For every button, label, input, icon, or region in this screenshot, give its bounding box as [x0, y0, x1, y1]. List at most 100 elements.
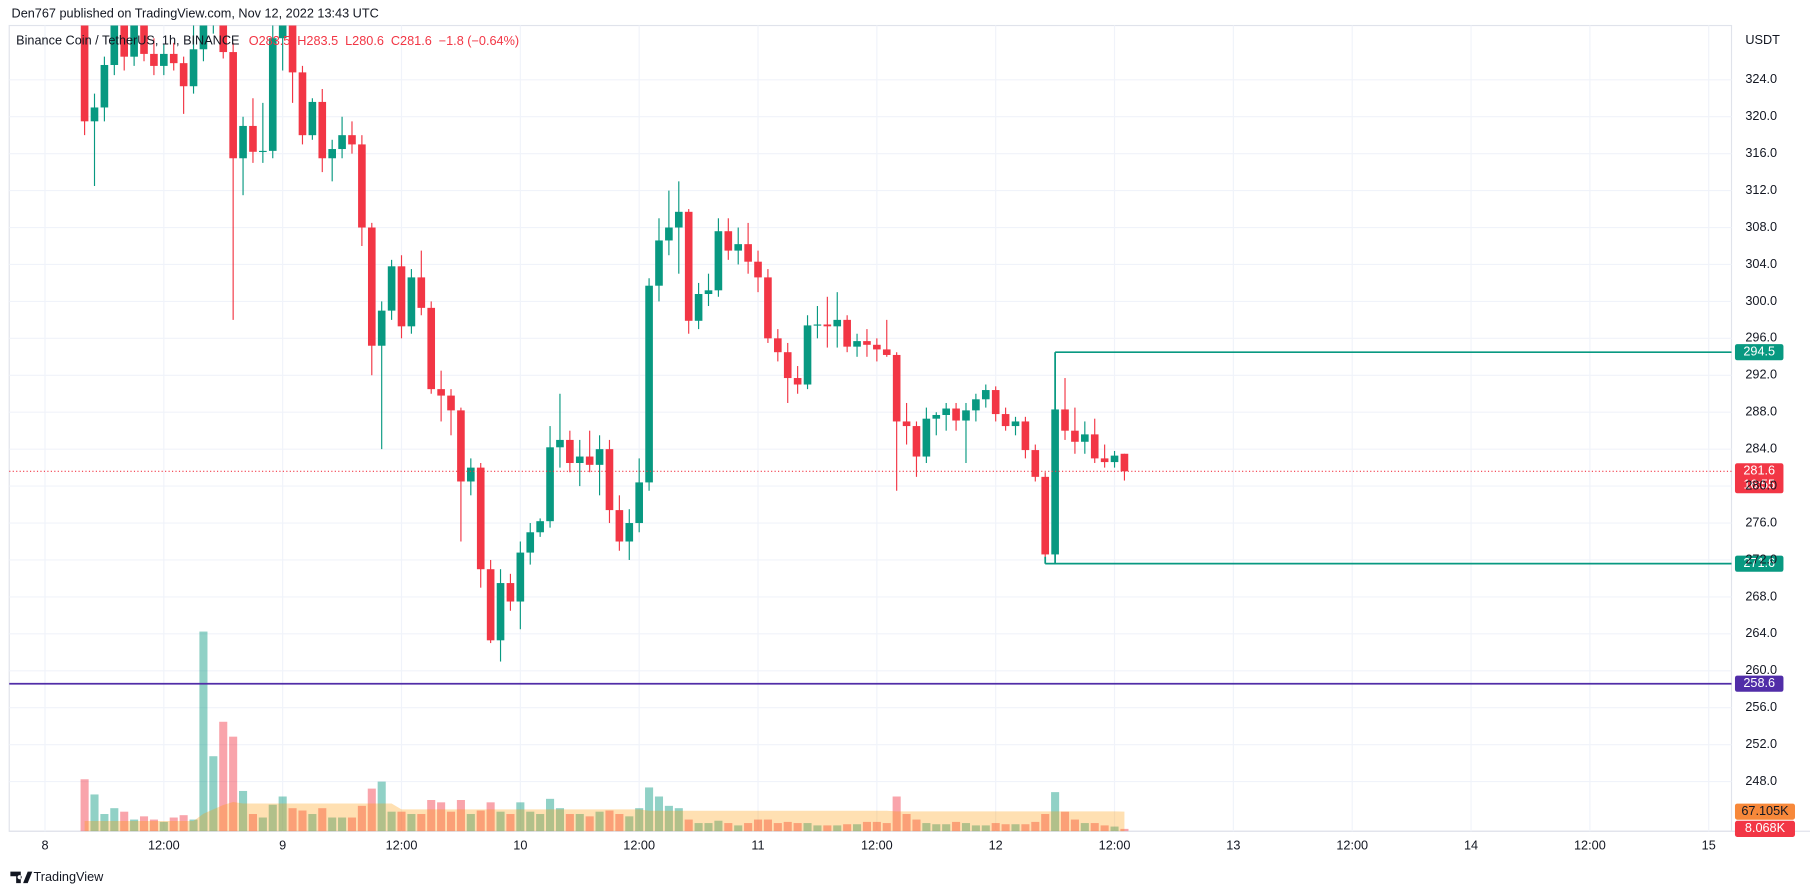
volume-bar: [308, 814, 317, 832]
x-tick-label: 13: [1226, 839, 1240, 853]
candle-body: [892, 354, 901, 422]
volume-bar: [278, 796, 287, 832]
candle-body: [942, 408, 950, 415]
x-tick-label: 15: [1702, 839, 1716, 853]
candle-body: [902, 421, 911, 427]
candle-body: [694, 294, 703, 321]
logo-icon: [10, 871, 33, 884]
candle-body: [655, 240, 663, 286]
candle-body: [318, 101, 327, 159]
y-tick-label: 292.0: [1745, 368, 1777, 382]
legend-value: −1.8 (−0.64%): [439, 34, 519, 48]
volume-bar: [209, 756, 218, 832]
volume-bar: [1060, 811, 1070, 832]
volume-bar: [833, 825, 842, 832]
volume-bar: [328, 817, 337, 832]
legend-value: L280.6: [345, 34, 384, 48]
legend-value: C281.6: [391, 34, 432, 48]
volume-bar: [704, 823, 713, 832]
candle-body: [506, 583, 515, 602]
volume-bar: [219, 721, 228, 832]
candle-body: [981, 390, 990, 400]
candle-body: [110, 25, 119, 65]
volume-bar: [536, 814, 545, 832]
candle-body: [120, 25, 129, 57]
candle-body: [1041, 476, 1050, 555]
candle-body: [476, 467, 485, 570]
candle-body: [80, 25, 89, 122]
x-tick-label: 12:00: [1336, 839, 1368, 853]
candle-body: [853, 341, 861, 347]
volume-pane: [80, 631, 1129, 832]
x-tick-label: 14: [1464, 839, 1478, 853]
volume-bar: [347, 817, 357, 832]
volume-ma-area: [84, 802, 1125, 832]
volume-bar: [110, 808, 119, 832]
volume-bar: [872, 821, 881, 832]
volume-bar: [952, 821, 961, 832]
candle-body: [991, 390, 1000, 415]
currency: USDT: [1745, 33, 1780, 47]
volume-bar: [516, 802, 525, 832]
candle-body: [843, 319, 851, 347]
volume-bar: [664, 805, 673, 832]
candle-body: [585, 456, 594, 465]
candle-body: [1120, 453, 1129, 472]
volume-bar: [318, 808, 327, 832]
volume-bar: [139, 816, 149, 832]
candle-body: [833, 319, 842, 327]
level-label-box: [1734, 675, 1784, 692]
volume-bar: [793, 823, 802, 832]
volume-bar: [753, 819, 763, 832]
volume-bar: [288, 808, 297, 832]
x-tick-label: 12:00: [1574, 839, 1606, 853]
volume-bar: [466, 814, 475, 832]
volume-bar: [684, 819, 693, 832]
header: Den767 published on TradingView.com, Nov…: [12, 6, 379, 20]
volume-bar: [565, 814, 574, 832]
volume-bar: [1021, 824, 1030, 832]
volume-bar: [763, 819, 772, 832]
candle-body: [516, 552, 525, 602]
y-tick-label: 312.0: [1745, 183, 1777, 197]
candle-body: [407, 277, 416, 327]
candle-body: [90, 107, 99, 122]
volume-bar: [179, 815, 188, 832]
volume-bar: [734, 825, 743, 832]
volume-bar: [387, 811, 396, 832]
volume-bar: [645, 787, 654, 832]
candle-body: [1110, 455, 1119, 463]
candle-body: [169, 53, 178, 64]
candle-body: [1061, 409, 1069, 431]
volume-bar: [189, 819, 198, 832]
levels: 294.5 271.6 258.6 281.616:55 67.105K 8.068K: [9, 344, 1795, 837]
volume-bar: [357, 805, 366, 832]
level-label: 294.5: [1743, 345, 1775, 359]
volume-bar: [526, 811, 535, 832]
candle-body: [793, 378, 802, 385]
candle-body: [704, 290, 713, 295]
grid: [9, 25, 1732, 832]
candle-body: [1011, 421, 1020, 427]
y-tick-label: 260.0: [1745, 663, 1777, 677]
candle-body: [496, 583, 505, 641]
candle-body: [714, 231, 723, 291]
candle-body: [1100, 458, 1109, 463]
last-price-label: 281.6: [1743, 464, 1775, 478]
x-tick-label: 9: [279, 839, 286, 853]
volume-bar: [674, 808, 683, 832]
candle-body: [952, 408, 960, 421]
candle-body: [615, 510, 624, 542]
candle-body: [744, 244, 752, 262]
volume-bar: [575, 814, 584, 832]
x-tick-label: 12:00: [386, 839, 418, 853]
volume-bar: [1090, 823, 1099, 832]
candle-body: [962, 410, 970, 421]
x-tick-label: 12:00: [1099, 839, 1131, 853]
candle-body: [367, 227, 376, 346]
candle-body: [526, 532, 535, 553]
candle-body: [754, 261, 762, 278]
candle-body: [437, 389, 445, 396]
candle-body: [100, 64, 109, 108]
candle-body: [803, 325, 812, 385]
